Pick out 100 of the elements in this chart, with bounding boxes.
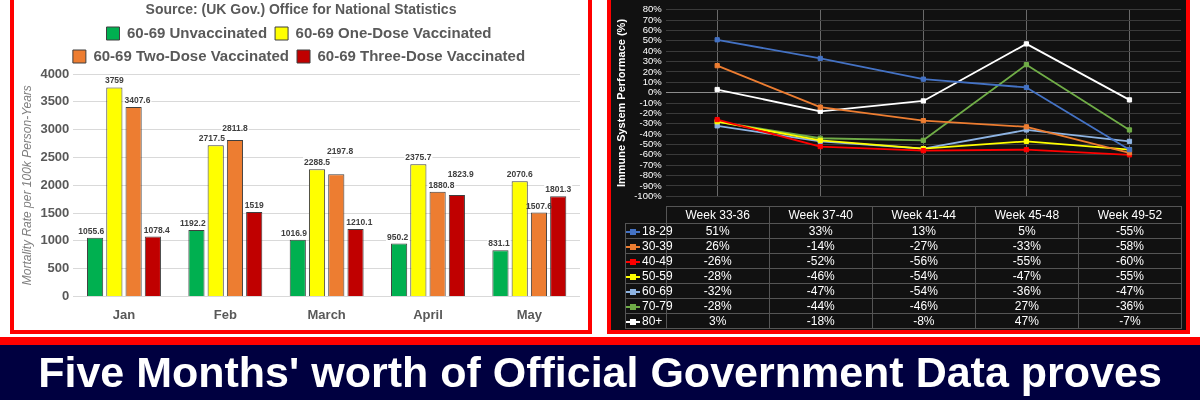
data-label: -46%	[872, 298, 976, 314]
data-label: 2197.8	[327, 146, 354, 157]
data-label: -28%	[703, 269, 732, 283]
data-label: 2070.6	[506, 169, 533, 180]
data-label: -54%	[872, 283, 976, 299]
y-tick-label: 0%	[647, 86, 663, 98]
data-label: 13%	[872, 223, 976, 239]
data-label: 1192.2	[180, 218, 206, 229]
legend-label: 60-69 Unvaccinated	[127, 23, 268, 41]
y-tick-label: 40%	[642, 44, 663, 56]
data-label: 2288.5	[304, 157, 331, 168]
data-label: 5%	[975, 223, 1079, 239]
data-label: 831.1	[488, 238, 510, 249]
data-label: 1210.1	[346, 217, 373, 228]
x-tick-label: Week 41-44	[872, 206, 976, 224]
data-label: -55%	[1078, 268, 1182, 284]
x-tick-label: Week 33-36	[666, 206, 770, 224]
data-label: -32%	[703, 284, 732, 298]
data-label: -60%	[1078, 253, 1182, 269]
data-label: 1016.9	[280, 227, 308, 238]
data-label: 33%	[769, 223, 873, 239]
data-label: -27%	[872, 238, 976, 254]
y-tick-label: 50%	[642, 34, 663, 46]
legend-label: 60-69 Two-Dose Vaccinated	[93, 46, 290, 64]
data-label: 2811.8	[222, 123, 248, 134]
data-label: 2375.7	[405, 152, 432, 163]
data-label: -46%	[769, 268, 873, 284]
x-tick-label: May	[516, 306, 543, 322]
legend-label: 60-69	[642, 284, 673, 298]
data-label: 2717.5	[198, 133, 226, 144]
legend-label: 60-69 Three-Dose Vaccinated	[317, 46, 526, 64]
data-label: -28%	[703, 299, 732, 313]
data-label: 51%	[705, 224, 730, 238]
data-label: 27%	[975, 298, 1079, 314]
text: Five Months' worth of Official Government Data proves	[37, 347, 1163, 398]
legend-label: 60-69 One-Dose Vaccinated	[295, 23, 492, 41]
x-tick-label: April	[413, 306, 443, 322]
y-tick-label: -30%	[639, 117, 663, 129]
legend-label: 50-59	[642, 269, 673, 283]
data-label: -44%	[769, 298, 873, 314]
y-tick-label: -90%	[639, 179, 663, 191]
data-label: -47%	[769, 283, 873, 299]
y-tick-label: -50%	[639, 138, 663, 150]
data-label: -8%	[872, 313, 976, 329]
data-label: 1880.8	[428, 179, 455, 190]
data-label: 1801.3	[545, 184, 572, 195]
y-tick-label: 2500	[40, 148, 70, 164]
legend-label: 70-79	[642, 299, 673, 313]
legend-label: 18-29	[642, 224, 673, 238]
source-note: Source: (UK Gov.) Office for National Statistics	[144, 0, 458, 18]
y-axis-title: Immune System Performace (%)	[614, 18, 627, 188]
y-tick-label: -10%	[639, 96, 663, 108]
data-label: -55%	[1078, 223, 1182, 239]
y-tick-label: 1500	[40, 204, 70, 220]
y-tick-label: 4000	[40, 65, 70, 81]
data-label: 950.2	[387, 231, 409, 242]
legend-label: 30-39	[642, 239, 673, 253]
x-tick-label: March	[307, 306, 346, 322]
data-label: 1823.9	[447, 169, 474, 180]
data-label: -58%	[1078, 238, 1182, 254]
x-tick-label: Week 45-48	[975, 206, 1079, 224]
y-tick-label: -70%	[639, 158, 663, 170]
data-label: -18%	[769, 313, 873, 329]
data-label: -36%	[1078, 298, 1182, 314]
y-tick-label: -100%	[634, 189, 663, 201]
data-label: 26%	[705, 239, 730, 253]
y-tick-label: 60%	[642, 24, 663, 36]
y-tick-label: -20%	[639, 106, 663, 118]
data-label: 3759	[104, 75, 125, 86]
y-tick-label: 3000	[40, 121, 70, 137]
y-tick-label: 70%	[642, 13, 663, 25]
x-tick-label: Jan	[112, 306, 136, 322]
legend-label: 40-49	[642, 254, 673, 268]
y-tick-label: 500	[47, 260, 70, 276]
data-label: 3407.6	[124, 95, 151, 106]
data-label: 1078.4	[143, 224, 170, 235]
data-label: -33%	[975, 238, 1079, 254]
y-tick-label: -80%	[639, 169, 663, 181]
legend-label: 80+	[642, 314, 663, 328]
y-axis-title: Mortality Rate per 100k Person-Years	[19, 85, 34, 286]
y-tick-label: 30%	[642, 55, 663, 67]
y-tick-label: 1000	[40, 232, 70, 248]
data-label: -7%	[1078, 313, 1182, 329]
data-label: 1055.6	[78, 225, 105, 236]
data-label: -26%	[703, 254, 732, 268]
x-tick-label: Feb	[213, 306, 237, 322]
y-tick-label: 0	[62, 287, 70, 303]
data-label: 1519	[244, 200, 264, 211]
data-label: -14%	[769, 238, 873, 254]
x-tick-label: Week 37-40	[769, 206, 873, 224]
y-tick-label: 20%	[642, 65, 663, 77]
y-tick-label: 10%	[642, 75, 663, 87]
data-label: -52%	[769, 253, 873, 269]
data-label: -47%	[1078, 283, 1182, 299]
x-tick-label: Week 49-52	[1078, 206, 1182, 224]
y-tick-label: 2000	[40, 176, 70, 192]
data-label: -56%	[872, 253, 976, 269]
y-tick-label: 3500	[40, 93, 70, 109]
y-tick-label: -40%	[639, 127, 663, 139]
y-tick-label: 80%	[642, 3, 663, 15]
